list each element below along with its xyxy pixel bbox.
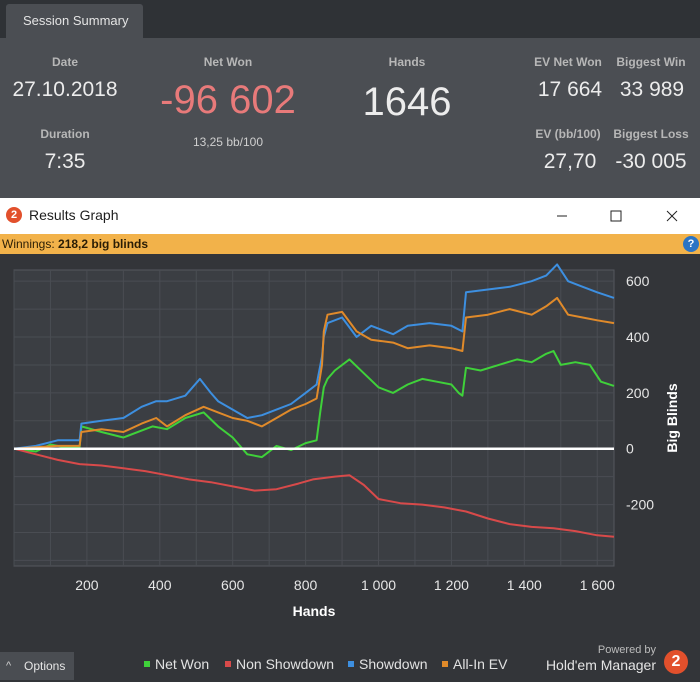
hands-value: 1646 bbox=[362, 80, 452, 124]
hands-label: Hands bbox=[388, 55, 426, 69]
legend-item-showdown[interactable]: Showdown bbox=[348, 656, 428, 672]
y-tick-label: 0 bbox=[626, 441, 634, 457]
date-label: Date bbox=[51, 55, 78, 69]
minimize-button[interactable] bbox=[536, 198, 588, 234]
net-won-value: -96 602 bbox=[160, 78, 296, 122]
close-button[interactable] bbox=[646, 198, 698, 234]
winnings-label: Winnings: 218,2 big blinds bbox=[2, 237, 148, 251]
duration-label: Duration bbox=[40, 127, 90, 141]
legend-label: Non Showdown bbox=[236, 656, 335, 672]
legend-item-net-won[interactable]: Net Won bbox=[144, 656, 209, 672]
plot-area bbox=[13, 269, 615, 567]
brand-name: Hold'em Manager bbox=[545, 657, 656, 673]
x-tick-label: 1 400 bbox=[507, 577, 542, 593]
x-tick-label: 200 bbox=[75, 577, 99, 593]
y-axis-ticks: 600 400 200 0 -200 bbox=[626, 273, 654, 512]
y-axis-label: Big Blinds bbox=[664, 383, 680, 452]
ev-bb100-label: EV (bb/100) bbox=[535, 127, 601, 141]
series-line-showdown bbox=[13, 263, 615, 450]
x-tick-label: 400 bbox=[148, 577, 172, 593]
y-tick-label: 200 bbox=[626, 385, 650, 401]
chart-grid bbox=[13, 270, 614, 566]
x-tick-label: 600 bbox=[221, 577, 245, 593]
x-axis-ticks: 200 400 600 800 1 000 1 200 1 400 1 600 bbox=[75, 577, 615, 593]
series-line-all-in-ev bbox=[13, 296, 615, 450]
biggest-loss-label: Biggest Loss bbox=[613, 127, 689, 141]
series-line-net-won bbox=[13, 350, 615, 459]
x-axis-label: Hands bbox=[293, 603, 336, 619]
x-tick-label: 1 600 bbox=[580, 577, 615, 593]
y-tick-label: -200 bbox=[626, 497, 654, 513]
series-line-non-showdown bbox=[13, 447, 615, 538]
y-tick-label: 600 bbox=[626, 273, 650, 289]
ev-net-won-label: EV Net Won bbox=[534, 55, 602, 69]
window-title: Results Graph bbox=[29, 207, 119, 223]
ev-net-won-value: 17 664 bbox=[537, 78, 603, 101]
options-label: Options bbox=[24, 659, 66, 673]
powered-by-label: Powered by bbox=[597, 644, 656, 656]
tab-strip: Session Summary bbox=[0, 0, 700, 38]
winnings-value: 218,2 big blinds bbox=[58, 237, 149, 251]
x-tick-label: 800 bbox=[294, 577, 318, 593]
options-button[interactable]: ^ Options bbox=[0, 652, 74, 680]
duration-value: 7:35 bbox=[44, 150, 86, 173]
x-tick-label: 1 000 bbox=[361, 577, 396, 593]
y-tick-label: 400 bbox=[626, 329, 650, 345]
legend-label: All-In EV bbox=[453, 656, 508, 672]
chevron-up-icon: ^ bbox=[6, 660, 12, 672]
winnings-bar: Winnings: 218,2 big blinds ? bbox=[0, 234, 700, 254]
legend-swatch bbox=[225, 661, 231, 667]
biggest-loss-value: -30 005 bbox=[615, 150, 687, 173]
window-titlebar[interactable]: 2 Results Graph bbox=[0, 198, 700, 234]
maximize-button[interactable] bbox=[590, 198, 642, 234]
results-graph-window: 2 Results Graph Winnings: 218,2 big blin… bbox=[0, 198, 700, 682]
legend-label: Showdown bbox=[359, 656, 428, 672]
maximize-icon bbox=[610, 210, 622, 222]
biggest-win-label: Biggest Win bbox=[616, 55, 686, 69]
legend-swatch bbox=[348, 661, 354, 667]
legend-swatch bbox=[144, 661, 150, 667]
session-summary-panel: Session Summary Date 27.10.2018 Duration… bbox=[0, 0, 700, 198]
bottom-bar: ^ Options Net Won Non Showdown Showdown … bbox=[0, 644, 700, 682]
legend-item-all-in-ev[interactable]: All-In EV bbox=[442, 656, 507, 672]
biggest-win-value: 33 989 bbox=[619, 78, 685, 101]
tab-session-summary[interactable]: Session Summary bbox=[6, 4, 143, 38]
bb-per-100-value: 13,25 bb/100 bbox=[192, 135, 264, 149]
ev-bb100-value: 27,70 bbox=[543, 150, 597, 173]
net-won-label: Net Won bbox=[203, 55, 253, 69]
date-value: 27.10.2018 bbox=[12, 78, 118, 101]
close-icon bbox=[666, 210, 678, 222]
winnings-caption: Winnings: bbox=[2, 237, 55, 251]
x-tick-label: 1 200 bbox=[434, 577, 469, 593]
legend-item-non-showdown[interactable]: Non Showdown bbox=[225, 656, 334, 672]
legend-swatch bbox=[442, 661, 448, 667]
summary-stats: Date 27.10.2018 Duration 7:35 Net Won -9… bbox=[0, 38, 700, 198]
minimize-icon bbox=[557, 215, 567, 217]
legend-label: Net Won bbox=[155, 656, 210, 672]
app-logo-icon: 2 bbox=[6, 207, 22, 223]
results-chart: 200 400 600 800 1 000 1 200 1 400 1 600 6004002… bbox=[0, 254, 700, 648]
brand-block: Powered by Hold'em Manager bbox=[540, 644, 660, 682]
brand-logo-icon: 2 bbox=[664, 650, 688, 674]
chart-series bbox=[13, 263, 615, 538]
help-icon[interactable]: ? bbox=[683, 236, 699, 252]
